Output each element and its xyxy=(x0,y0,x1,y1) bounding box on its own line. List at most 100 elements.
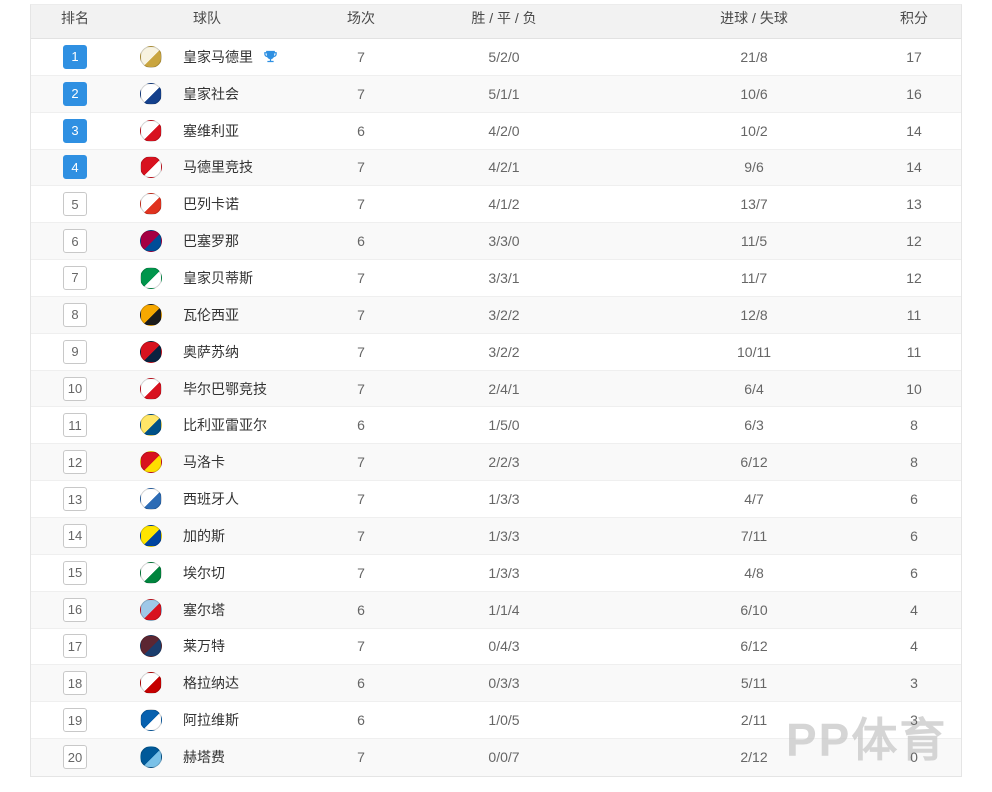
header-points: 积分 xyxy=(900,10,928,27)
team-name: 马洛卡 xyxy=(183,454,225,471)
rank-cell: 14 xyxy=(31,523,119,548)
team-cell[interactable]: 皇家社会 xyxy=(183,84,331,104)
points-cell: 6 xyxy=(910,564,918,581)
logo-cell xyxy=(119,561,183,584)
header-team: 球队 xyxy=(193,10,221,27)
team-logo-icon xyxy=(140,266,162,289)
table-row[interactable]: 16 塞尔塔 6 1/1/4 6/10 4 xyxy=(31,591,961,629)
points-cell: 4 xyxy=(910,601,918,618)
rank-badge: 9 xyxy=(63,339,87,364)
team-cell[interactable]: 塞维利亚 xyxy=(183,121,331,141)
team-logo-icon xyxy=(140,377,162,400)
logo-cell xyxy=(119,266,183,289)
played-cell: 7 xyxy=(357,306,365,323)
table-row[interactable]: 4 马德里竞技 7 4/2/1 9/6 14 xyxy=(31,149,961,187)
rank-cell: 6 xyxy=(31,229,119,254)
team-cell[interactable]: 皇家贝蒂斯 xyxy=(183,268,331,288)
team-cell[interactable]: 巴列卡诺 xyxy=(183,194,331,214)
team-name: 巴塞罗那 xyxy=(183,233,239,250)
team-cell[interactable]: 奥萨苏纳 xyxy=(183,342,331,362)
table-row[interactable]: 19 阿拉维斯 6 1/0/5 2/11 3 xyxy=(31,702,961,740)
rank-cell: 18 xyxy=(31,671,119,696)
header-played: 场次 xyxy=(347,10,375,27)
rank-cell: 17 xyxy=(31,634,119,659)
points-cell: 14 xyxy=(906,122,922,139)
team-cell[interactable]: 皇家马德里 xyxy=(183,47,331,67)
header-wdl: 胜 / 平 / 负 xyxy=(471,10,537,27)
table-row[interactable]: 7 皇家贝蒂斯 7 3/3/1 11/7 12 xyxy=(31,260,961,297)
table-row[interactable]: 17 莱万特 7 0/4/3 6/12 4 xyxy=(31,628,961,666)
table-row[interactable]: 1 皇家马德里 7 5/2/0 21/8 17 xyxy=(31,39,961,76)
table-row[interactable]: 15 埃尔切 7 1/3/3 4/8 6 xyxy=(31,554,961,592)
team-cell[interactable]: 巴塞罗那 xyxy=(183,231,331,251)
table-row[interactable]: 9 奥萨苏纳 7 3/2/2 10/11 11 xyxy=(31,333,961,371)
wdl-cell: 2/4/1 xyxy=(488,380,520,397)
team-logo-icon xyxy=(140,746,162,769)
goals-cell: 4/7 xyxy=(744,491,764,508)
team-name: 皇家马德里 xyxy=(183,48,253,65)
table-row[interactable]: 8 瓦伦西亚 7 3/2/2 12/8 11 xyxy=(31,296,961,334)
table-row[interactable]: 5 巴列卡诺 7 4/1/2 13/7 13 xyxy=(31,186,961,224)
team-cell[interactable]: 塞尔塔 xyxy=(183,600,331,620)
team-cell[interactable]: 埃尔切 xyxy=(183,563,331,583)
points-cell: 3 xyxy=(910,712,918,729)
rank-badge: 18 xyxy=(63,671,87,696)
points-cell: 16 xyxy=(906,85,922,102)
rank-cell: 2 xyxy=(31,81,119,106)
team-name: 西班牙人 xyxy=(183,491,239,508)
header-goals: 进球 / 失球 xyxy=(720,10,788,27)
team-cell[interactable]: 西班牙人 xyxy=(183,489,331,509)
table-row[interactable]: 14 加的斯 7 1/3/3 7/11 6 xyxy=(31,517,961,555)
rank-cell: 4 xyxy=(31,155,119,180)
rank-badge: 14 xyxy=(63,523,87,548)
team-name: 巴列卡诺 xyxy=(183,196,239,213)
logo-cell xyxy=(119,635,183,658)
rank-badge: 17 xyxy=(63,634,87,659)
logo-cell xyxy=(119,451,183,474)
team-logo-icon xyxy=(140,303,162,326)
table-row[interactable]: 2 皇家社会 7 5/1/1 10/6 16 xyxy=(31,75,961,113)
goals-cell: 6/12 xyxy=(740,454,768,471)
table-row[interactable]: 10 毕尔巴鄂竞技 7 2/4/1 6/4 10 xyxy=(31,370,961,408)
team-cell[interactable]: 马洛卡 xyxy=(183,452,331,472)
rank-cell: 7 xyxy=(31,265,119,290)
wdl-cell: 1/3/3 xyxy=(488,527,520,544)
header-rank: 排名 xyxy=(61,10,89,27)
played-cell: 7 xyxy=(357,343,365,360)
team-cell[interactable]: 格拉纳达 xyxy=(183,673,331,693)
rank-cell: 3 xyxy=(31,118,119,143)
team-cell[interactable]: 马德里竞技 xyxy=(183,157,331,177)
table-row[interactable]: 11 比利亚雷亚尔 6 1/5/0 6/3 8 xyxy=(31,407,961,445)
rank-cell: 8 xyxy=(31,302,119,327)
team-cell[interactable]: 比利亚雷亚尔 xyxy=(183,415,331,435)
team-logo-icon xyxy=(140,672,162,695)
points-cell: 8 xyxy=(910,454,918,471)
team-cell[interactable]: 瓦伦西亚 xyxy=(183,305,331,325)
logo-cell xyxy=(119,82,183,105)
table-row[interactable]: 3 塞维利亚 6 4/2/0 10/2 14 xyxy=(31,112,961,150)
rank-cell: 13 xyxy=(31,487,119,512)
rank-cell: 12 xyxy=(31,450,119,475)
team-cell[interactable]: 阿拉维斯 xyxy=(183,710,331,730)
team-logo-icon xyxy=(140,340,162,363)
team-logo-icon xyxy=(140,156,162,179)
wdl-cell: 1/3/3 xyxy=(488,564,520,581)
played-cell: 6 xyxy=(357,712,365,729)
team-cell[interactable]: 赫塔费 xyxy=(183,747,331,767)
team-cell[interactable]: 莱万特 xyxy=(183,636,331,656)
table-row[interactable]: 20 赫塔费 7 0/0/7 2/12 0 xyxy=(31,739,961,776)
team-cell[interactable]: 加的斯 xyxy=(183,526,331,546)
table-row[interactable]: 13 西班牙人 7 1/3/3 4/7 6 xyxy=(31,481,961,518)
team-logo-icon xyxy=(140,598,162,621)
wdl-cell: 1/3/3 xyxy=(488,491,520,508)
rank-badge: 12 xyxy=(63,450,87,475)
team-cell[interactable]: 毕尔巴鄂竞技 xyxy=(183,379,331,399)
table-row[interactable]: 6 巴塞罗那 6 3/3/0 11/5 12 xyxy=(31,223,961,261)
rank-cell: 1 xyxy=(31,44,119,69)
played-cell: 7 xyxy=(357,380,365,397)
logo-cell xyxy=(119,193,183,216)
goals-cell: 13/7 xyxy=(740,196,768,213)
table-row[interactable]: 18 格拉纳达 6 0/3/3 5/11 3 xyxy=(31,665,961,703)
table-row[interactable]: 12 马洛卡 7 2/2/3 6/12 8 xyxy=(31,444,961,482)
wdl-cell: 0/0/7 xyxy=(488,749,520,766)
